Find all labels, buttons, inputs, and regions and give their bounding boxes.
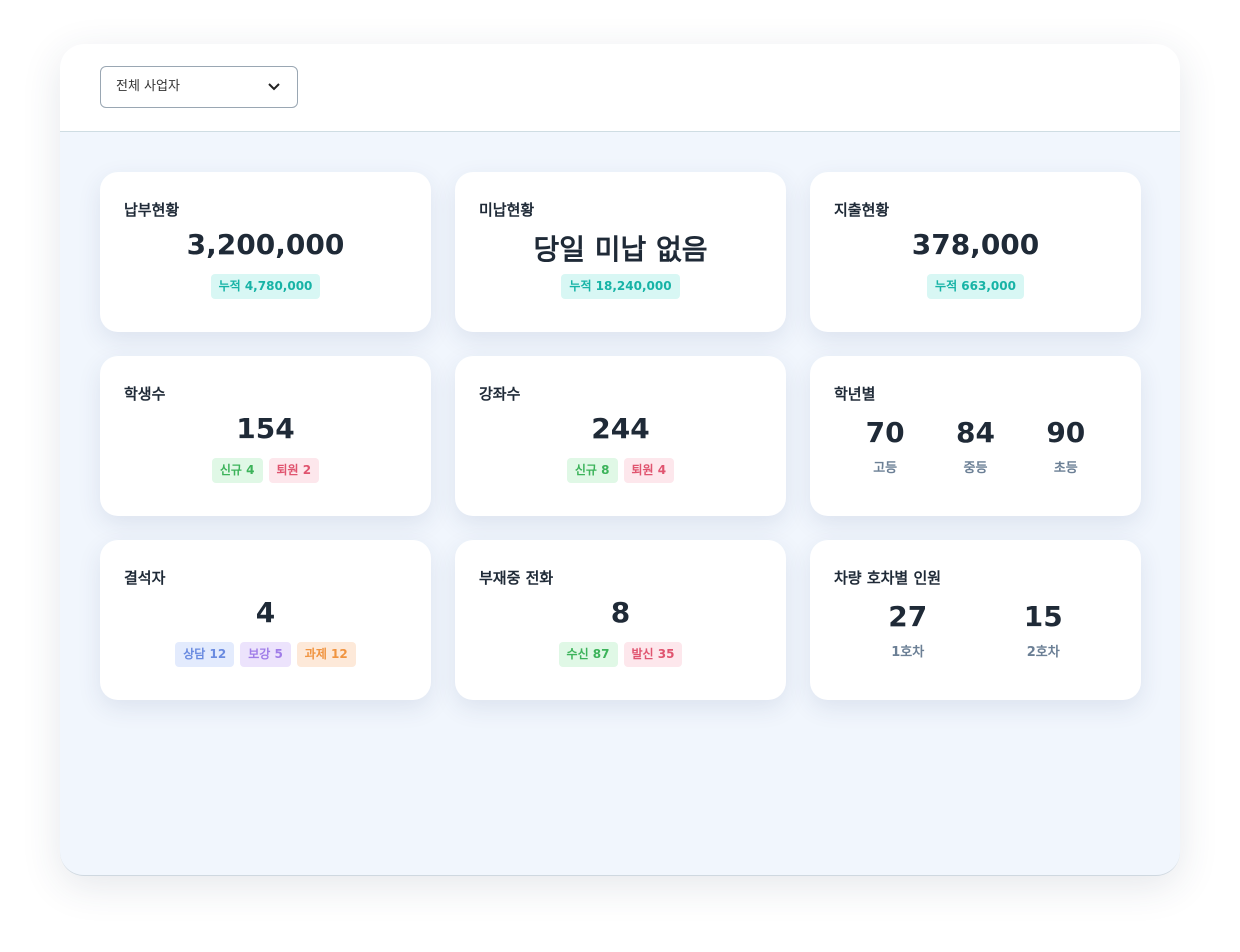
stat-card: 학생수 154 신규 4 퇴원 2 (100, 356, 431, 516)
stat-item: 15 2호차 (1024, 600, 1063, 660)
item-value: 84 (956, 416, 995, 449)
chevron (268, 83, 280, 91)
card-value: 378,000 (911, 228, 1040, 261)
card-value: 3,200,000 (186, 228, 345, 261)
stat-card: 강좌수 244 신규 8 퇴원 4 (455, 356, 786, 516)
stat-card: 결석자 4 상담 12 보강 5 과제 12 (100, 540, 431, 700)
item-value: 70 (865, 416, 905, 449)
card-label: 결석자 (124, 569, 166, 587)
card-label: 지출현황 (834, 201, 890, 219)
card-value: 4 (255, 596, 276, 629)
stat-card: 차량 호차별 인원 27 1호차 15 2호차 (810, 540, 1141, 700)
stat-card: 부재중 전화 8 수신 87 발신 35 (455, 540, 786, 700)
stat-item: 27 1호차 (888, 600, 927, 660)
badge: 발신 35 (623, 642, 683, 667)
badge: 누적 4,780,000 (210, 274, 321, 299)
badge: 누적 663,000 (927, 274, 1024, 299)
item-value: 27 (888, 600, 928, 633)
card-label: 학년별 (834, 385, 876, 403)
card-label: 강좌수 (479, 385, 521, 403)
stat-items: 70 고등 84 중등 90 초등 (810, 416, 1141, 476)
badge-row: 누적 4,780,000 (100, 274, 431, 299)
badge: 퇴원 2 (268, 458, 320, 483)
toolbar: 전체 사업자 (60, 44, 1180, 132)
stat-item: 90 초등 (1046, 416, 1085, 476)
card-label: 부재중 전화 (479, 569, 554, 587)
card-label: 납부현황 (124, 201, 180, 219)
item-value: 90 (1046, 416, 1086, 449)
stat-card: 학년별 70 고등 84 중등 90 초등 (810, 356, 1141, 516)
badge: 과제 12 (296, 642, 356, 667)
card-value: 당일 미납 없음 (533, 233, 708, 266)
item-name: 초등 (1053, 461, 1078, 476)
card-value: 8 (610, 596, 631, 629)
stat-item: 70 고등 (866, 416, 905, 476)
item-name: 중등 (963, 461, 988, 476)
card-value: 154 (236, 412, 295, 445)
select-text: 전체 사업자 (116, 79, 180, 94)
stat-item: 84 중등 (956, 416, 995, 476)
item-name: 고등 (873, 461, 898, 476)
badge: 퇴원 4 (623, 458, 675, 483)
badge: 상담 12 (175, 642, 235, 667)
card-value: 244 (591, 412, 650, 445)
stat-card: 지출현황 378,000 누적 663,000 (810, 172, 1141, 332)
badge-row: 수신 87 발신 35 (455, 642, 786, 667)
badge-row: 누적 663,000 (810, 274, 1141, 299)
business-select[interactable]: 전체 사업자 (100, 66, 298, 108)
card-label: 미납현황 (479, 201, 535, 219)
badge: 누적 18,240,000 (561, 274, 680, 299)
item-value: 15 (1023, 600, 1063, 633)
badge: 신규 8 (566, 458, 618, 483)
badge-row: 누적 18,240,000 (455, 274, 786, 299)
badge: 신규 4 (211, 458, 263, 483)
badge-row: 신규 8 퇴원 4 (455, 458, 786, 483)
badge: 보강 5 (240, 642, 291, 667)
badge-row: 신규 4 퇴원 2 (100, 458, 431, 483)
card-label: 학생수 (124, 385, 166, 403)
badge-row: 상담 12 보강 5 과제 12 (100, 642, 431, 667)
item-name: 1호차 (891, 645, 925, 660)
badge: 수신 87 (558, 642, 618, 667)
stat-card: 납부현황 3,200,000 누적 4,780,000 (100, 172, 431, 332)
card-label: 차량 호차별 인원 (834, 569, 942, 587)
stat-items: 27 1호차 15 2호차 (810, 600, 1141, 660)
item-name: 2호차 (1026, 645, 1060, 660)
